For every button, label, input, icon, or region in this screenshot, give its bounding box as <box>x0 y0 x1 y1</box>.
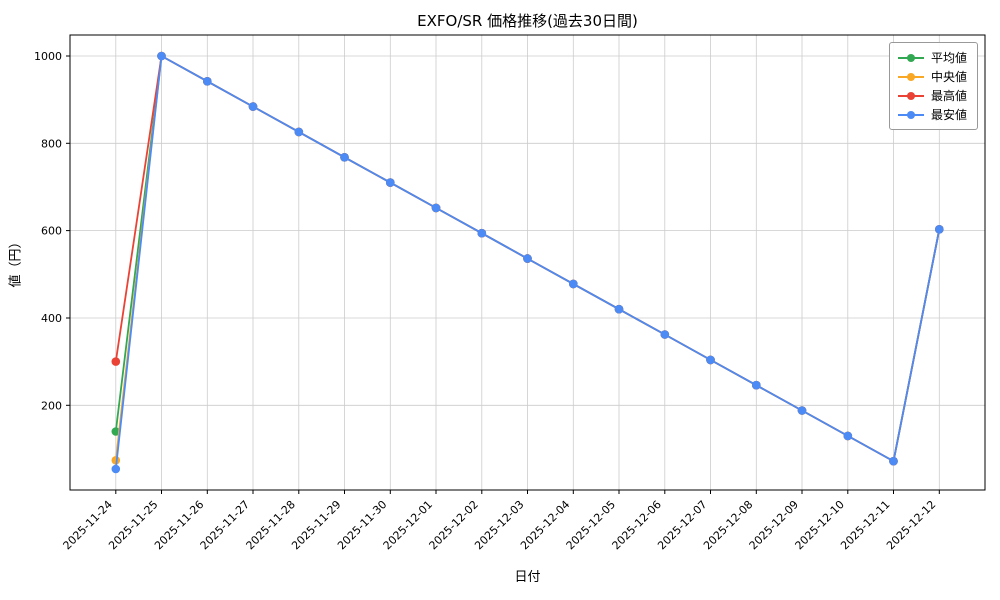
legend-item: 中央値 <box>897 67 967 86</box>
legend-label: 中央値 <box>930 70 967 84</box>
series-point <box>660 330 670 339</box>
series-point <box>843 431 853 441</box>
legend-item: 平均値 <box>897 48 967 67</box>
series-point <box>706 355 715 365</box>
series-point <box>340 153 349 162</box>
series-point <box>157 51 166 61</box>
legend-item: 最高値 <box>897 86 967 105</box>
series-point <box>614 304 624 314</box>
y-tick-label: 800 <box>41 137 62 150</box>
y-tick-label: 200 <box>41 399 62 412</box>
y-tick-label: 600 <box>41 225 62 238</box>
legend-marker-icon <box>897 110 924 119</box>
legend-marker-icon <box>897 53 924 62</box>
y-tick-label: 1000 <box>34 50 62 63</box>
legend-label: 平均値 <box>930 51 967 65</box>
series-point <box>523 254 532 263</box>
legend-marker-icon <box>897 91 924 100</box>
series-point <box>294 127 304 137</box>
legend-label: 最高値 <box>930 89 967 103</box>
chart-title: EXFO/SR 価格推移(過去30日間) <box>417 12 638 30</box>
series-point <box>752 380 761 390</box>
series-point <box>248 102 258 111</box>
series-point <box>477 228 487 238</box>
legend: 平均値中央値最高値最安値 <box>888 42 978 130</box>
series-point <box>797 406 807 415</box>
series-point <box>111 464 121 474</box>
legend-item: 最安値 <box>897 105 967 124</box>
x-axis-label: 日付 <box>514 570 541 585</box>
series-point <box>889 456 898 466</box>
legend-marker-icon <box>897 72 924 81</box>
series-point <box>386 178 395 187</box>
series-point <box>431 203 441 213</box>
series-point <box>935 225 944 234</box>
series-point <box>111 357 121 366</box>
series-point <box>569 279 578 289</box>
series-point <box>203 77 212 86</box>
x-tick-label: 2025-12-12 <box>884 498 938 552</box>
legend-label: 最安値 <box>930 108 967 122</box>
series-point <box>111 456 121 465</box>
y-tick-label: 400 <box>41 312 62 325</box>
